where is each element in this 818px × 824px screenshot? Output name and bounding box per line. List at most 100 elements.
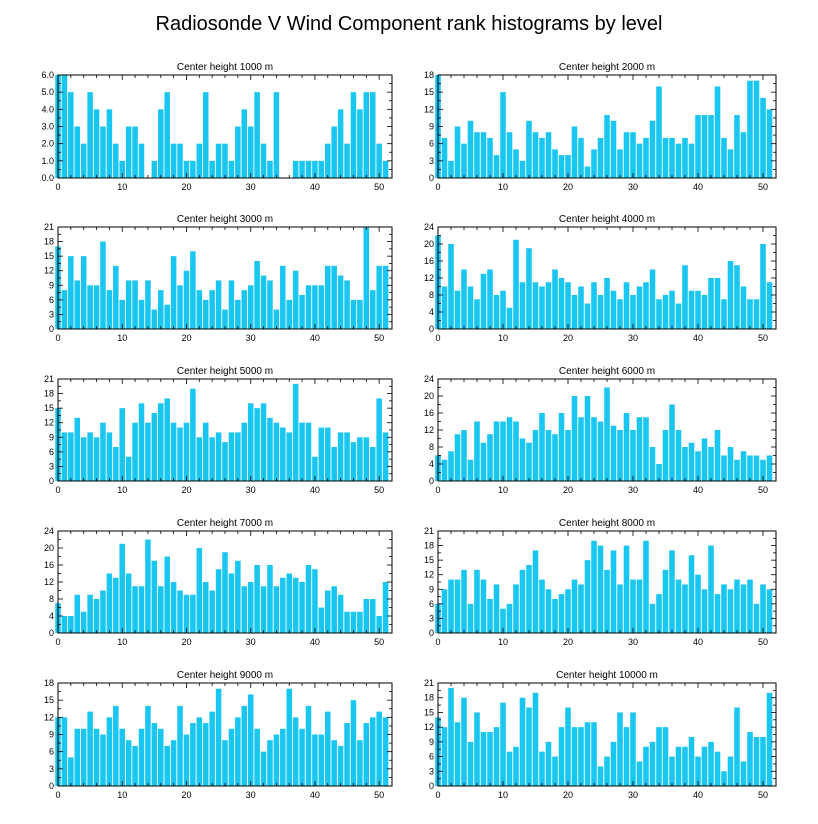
panel-title: Center height 7000 m — [177, 518, 273, 529]
bar — [235, 432, 241, 481]
panel-title: Center height 5000 m — [177, 366, 273, 377]
bar — [132, 280, 138, 329]
bar — [597, 545, 604, 633]
bar — [552, 269, 558, 329]
bar — [292, 577, 299, 633]
y-tick-label: 18 — [424, 541, 434, 551]
y-tick-label: 6 — [49, 447, 54, 457]
bar — [721, 299, 727, 329]
x-tick-label: 30 — [246, 790, 256, 800]
bar — [196, 143, 203, 178]
bar — [215, 280, 222, 329]
bar — [747, 80, 753, 178]
bar — [617, 584, 623, 633]
bar — [318, 427, 325, 481]
bar — [93, 437, 100, 481]
x-tick-label: 50 — [758, 637, 768, 647]
x-tick-label: 10 — [498, 333, 508, 343]
bar — [474, 132, 480, 178]
bar — [273, 92, 280, 178]
x-tick-label: 40 — [310, 485, 320, 495]
bar — [209, 711, 215, 786]
bar — [656, 299, 662, 329]
bar — [461, 430, 467, 481]
bar — [100, 241, 106, 329]
y-tick-label: 18 — [44, 237, 54, 247]
bar — [474, 299, 480, 329]
bar — [604, 115, 610, 178]
y-tick-label: 20 — [424, 239, 434, 249]
bar — [369, 717, 376, 786]
bar — [80, 437, 87, 481]
bar — [376, 616, 382, 633]
bar — [630, 430, 636, 481]
bar — [662, 137, 669, 178]
bar — [701, 746, 708, 786]
bar — [558, 413, 565, 481]
bar — [74, 280, 81, 329]
bar — [480, 273, 487, 329]
bar — [61, 432, 68, 481]
bar — [532, 692, 539, 786]
bar — [312, 569, 318, 633]
x-tick-label: 0 — [435, 637, 440, 647]
bar — [487, 434, 493, 481]
y-tick-label: 18 — [44, 678, 54, 688]
y-tick-label: 3 — [429, 156, 434, 166]
bar — [500, 608, 506, 633]
bar — [382, 160, 389, 178]
bar — [80, 611, 87, 633]
bar — [209, 290, 215, 329]
bar — [760, 584, 766, 633]
bar — [519, 282, 526, 329]
y-tick-label: 8 — [429, 442, 434, 452]
bar — [344, 280, 350, 329]
bar — [688, 555, 695, 633]
x-tick-label: 10 — [117, 637, 127, 647]
bar — [286, 432, 292, 481]
bar — [578, 584, 584, 633]
bar — [493, 155, 500, 178]
y-tick-label: 9 — [429, 122, 434, 132]
bar — [636, 579, 643, 633]
bar — [441, 589, 448, 633]
y-tick-label: 4 — [49, 611, 54, 621]
bar — [145, 539, 151, 633]
x-tick-label: 0 — [55, 637, 60, 647]
bar — [267, 160, 273, 178]
bar — [740, 451, 747, 481]
panel-7: Center height 7000 m 0 4 8 12 16 20 24 0 10 20 30 40… — [44, 518, 393, 647]
bar — [545, 282, 552, 329]
bar — [584, 166, 591, 178]
y-tick-label: 24 — [424, 374, 434, 384]
panel-title: Center height 2000 m — [559, 62, 655, 73]
y-tick-label: 4.0 — [41, 104, 54, 114]
bar — [247, 126, 254, 178]
bar — [299, 160, 305, 178]
bar — [766, 109, 773, 178]
bar — [643, 137, 649, 178]
x-tick-label: 20 — [181, 637, 191, 647]
bar — [369, 290, 376, 329]
x-tick-label: 50 — [758, 485, 768, 495]
bar — [714, 86, 721, 178]
x-tick-label: 40 — [693, 790, 703, 800]
bar — [584, 722, 591, 786]
bar — [164, 745, 170, 786]
bar — [228, 160, 235, 178]
bar — [519, 569, 526, 633]
bar — [68, 432, 74, 481]
bar — [584, 303, 591, 329]
bar — [286, 688, 292, 786]
y-tick-label: 24 — [44, 526, 54, 536]
bar — [357, 299, 363, 329]
bar — [93, 109, 100, 178]
bar — [357, 437, 363, 481]
bar — [734, 265, 740, 329]
bar — [241, 109, 248, 178]
y-tick-label: 12 — [424, 104, 434, 114]
y-tick-label: 3 — [49, 461, 54, 471]
bar — [571, 295, 578, 329]
bar — [734, 459, 740, 481]
